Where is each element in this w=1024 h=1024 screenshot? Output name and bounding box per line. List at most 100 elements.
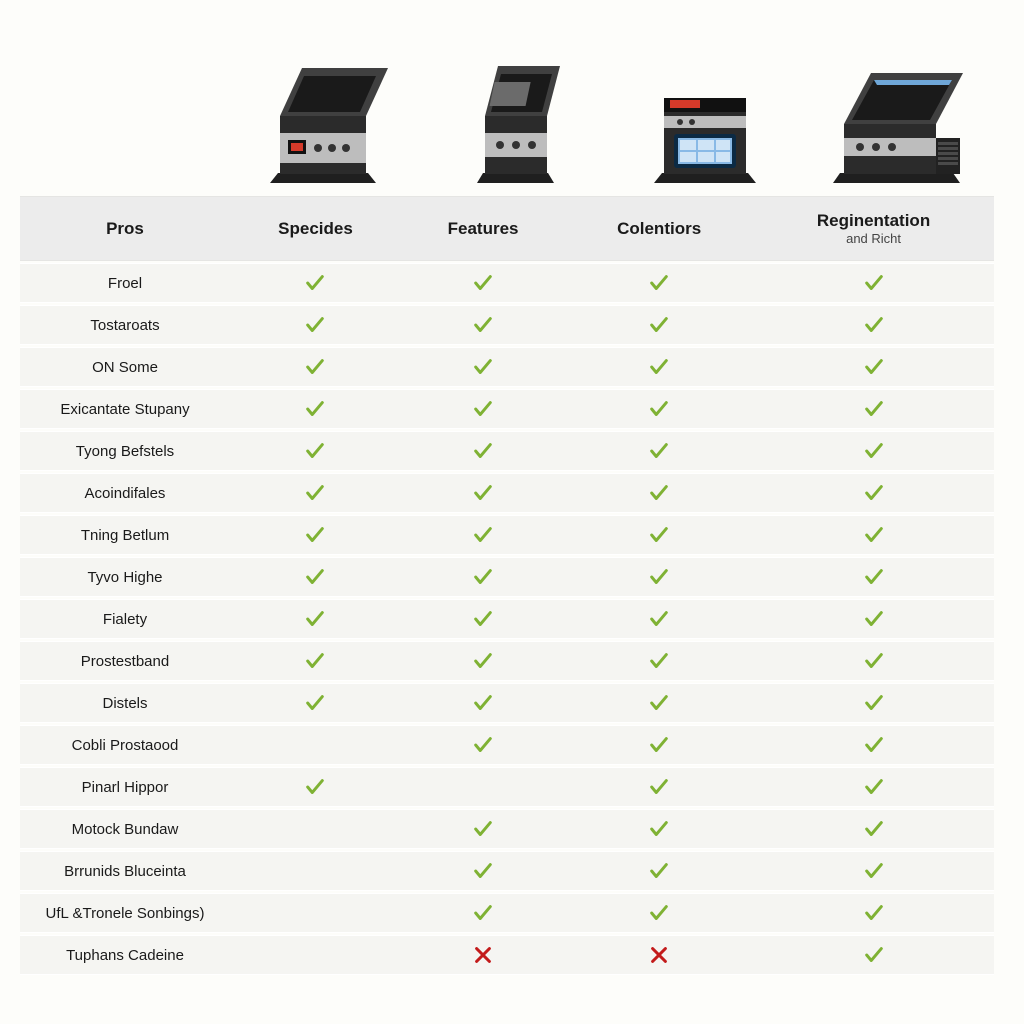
product-image-2 <box>438 28 588 188</box>
check-icon <box>648 776 670 798</box>
cross-icon <box>648 944 670 966</box>
check-icon <box>304 776 326 798</box>
cross-icon <box>472 944 494 966</box>
check-icon <box>648 692 670 714</box>
cell <box>753 851 994 891</box>
check-icon <box>648 818 670 840</box>
check-icon <box>472 692 494 714</box>
check-icon <box>304 272 326 294</box>
check-icon <box>304 524 326 546</box>
cell <box>753 473 994 513</box>
table-row: Prostestband <box>20 641 994 681</box>
check-icon <box>472 566 494 588</box>
check-icon <box>304 398 326 420</box>
device-icon <box>818 38 968 188</box>
device-icon <box>438 38 588 188</box>
row-label: Motock Bundaw <box>20 809 230 849</box>
check-icon <box>863 860 885 882</box>
table-row: Tyvo Highe <box>20 557 994 597</box>
check-icon <box>863 734 885 756</box>
table-body: FroelTostaroatsON SomeExicantate Stupany… <box>20 263 994 975</box>
product-image-1 <box>248 28 398 188</box>
device-icon <box>628 38 778 188</box>
cell <box>565 431 753 471</box>
check-icon <box>863 314 885 336</box>
cell <box>565 935 753 975</box>
table-row: Pinarl Hippor <box>20 767 994 807</box>
cell <box>565 305 753 345</box>
cell <box>565 347 753 387</box>
row-label: UfL &Tronele Sonbings) <box>20 893 230 933</box>
cell <box>565 809 753 849</box>
check-icon <box>472 650 494 672</box>
cell <box>565 599 753 639</box>
check-icon <box>472 860 494 882</box>
cell <box>230 431 401 471</box>
col-header-label: Features <box>448 219 519 238</box>
col-header-sublabel: and Richt <box>763 231 984 246</box>
device-icon <box>248 38 398 188</box>
cell <box>401 263 565 303</box>
check-icon <box>648 398 670 420</box>
check-icon <box>472 608 494 630</box>
cell <box>565 641 753 681</box>
cell <box>230 557 401 597</box>
cell <box>565 389 753 429</box>
cell <box>565 893 753 933</box>
cell <box>753 557 994 597</box>
check-icon <box>472 902 494 924</box>
check-icon <box>863 692 885 714</box>
check-icon <box>648 356 670 378</box>
cell <box>753 725 994 765</box>
cell <box>230 851 401 891</box>
cell <box>753 305 994 345</box>
table-row: Distels <box>20 683 994 723</box>
cell <box>230 809 401 849</box>
cell <box>401 935 565 975</box>
cell <box>401 515 565 555</box>
col-header-0: Pros <box>20 196 230 261</box>
table-row: Tuphans Cadeine <box>20 935 994 975</box>
col-header-label: Specides <box>278 219 353 238</box>
cell <box>753 599 994 639</box>
row-label: Exicantate Stupany <box>20 389 230 429</box>
table-row: Froel <box>20 263 994 303</box>
row-label: Tyvo Highe <box>20 557 230 597</box>
col-header-label: Reginentation <box>817 211 930 230</box>
cell <box>230 347 401 387</box>
check-icon <box>648 272 670 294</box>
col-header-4: Reginentation and Richt <box>753 196 994 261</box>
check-icon <box>304 356 326 378</box>
table-row: Exicantate Stupany <box>20 389 994 429</box>
check-icon <box>863 398 885 420</box>
row-label: Prostestband <box>20 641 230 681</box>
row-label: Tning Betlum <box>20 515 230 555</box>
cell <box>401 389 565 429</box>
table-row: Acoindifales <box>20 473 994 513</box>
row-label: Tyong Befstels <box>20 431 230 471</box>
cell <box>753 683 994 723</box>
cell <box>401 599 565 639</box>
table-row: Cobli Prostaood <box>20 725 994 765</box>
table-row: Brrunids Bluceinta <box>20 851 994 891</box>
check-icon <box>648 860 670 882</box>
cell <box>565 725 753 765</box>
cell <box>230 641 401 681</box>
cell <box>401 641 565 681</box>
row-label: Tuphans Cadeine <box>20 935 230 975</box>
row-label: Brrunids Bluceinta <box>20 851 230 891</box>
check-icon <box>863 356 885 378</box>
table-row: ON Some <box>20 347 994 387</box>
cell <box>565 767 753 807</box>
check-icon <box>304 650 326 672</box>
cell <box>230 683 401 723</box>
cell <box>401 893 565 933</box>
cell <box>753 347 994 387</box>
table-row: Tostaroats <box>20 305 994 345</box>
check-icon <box>304 608 326 630</box>
cell <box>401 809 565 849</box>
cell <box>753 809 994 849</box>
cell <box>401 725 565 765</box>
check-icon <box>648 524 670 546</box>
check-icon <box>472 734 494 756</box>
